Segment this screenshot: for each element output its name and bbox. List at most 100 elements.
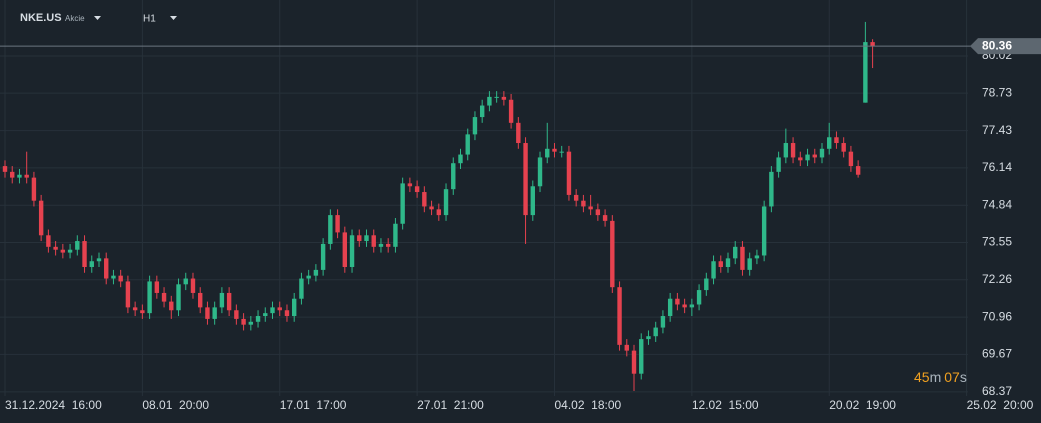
candle-body <box>819 148 825 158</box>
candle-body <box>198 292 203 308</box>
candle-body <box>328 215 333 244</box>
y-tick-label: 70.96 <box>982 309 1012 323</box>
candle-body <box>458 154 463 164</box>
candle-body <box>364 235 369 242</box>
candle-body <box>639 339 644 374</box>
overlay: NKE.US Akcie H1 45m 07s <box>20 12 967 385</box>
candle-body <box>487 96 492 106</box>
candle-body <box>299 278 304 299</box>
countdown: 45m 07s <box>914 369 967 385</box>
candle-body <box>747 258 752 270</box>
candle-body <box>501 96 507 100</box>
candle-body <box>169 301 174 311</box>
symbol[interactable]: NKE.US <box>20 12 62 24</box>
candle-body <box>407 183 413 187</box>
candles: 80.36 <box>0 21 1041 391</box>
candle-body <box>89 261 94 268</box>
candle-body <box>414 186 420 193</box>
y-tick-label: 68.37 <box>982 384 1012 398</box>
candle-body <box>255 316 261 322</box>
candle-body <box>292 298 297 317</box>
dropdown-caret[interactable] <box>170 16 177 20</box>
candle-body <box>660 316 666 328</box>
y-tick-label: 69.67 <box>982 347 1012 361</box>
candle-body <box>2 166 8 172</box>
candle-body <box>371 235 376 247</box>
candle-body <box>393 223 398 247</box>
grid: 68.37 69.67 70.96 72.26 73.55 74.84 76.14 77.43… <box>0 0 1034 412</box>
candle-body <box>704 278 709 291</box>
candle-body <box>10 171 15 178</box>
candle-body <box>234 310 239 319</box>
candle-body <box>132 307 138 311</box>
candle-body <box>827 137 832 149</box>
candle-body <box>263 313 268 317</box>
candle-body <box>451 163 456 190</box>
candle-body <box>725 258 731 268</box>
candle-body <box>472 117 478 135</box>
y-tick-label: 77.43 <box>982 123 1012 137</box>
instrument-type: Akcie <box>65 14 85 23</box>
dropdown-caret[interactable] <box>94 16 101 20</box>
candle-body <box>689 304 695 308</box>
x-tick-label: 27.01 21:00 <box>417 398 484 412</box>
candle-body <box>313 269 319 276</box>
candle-body <box>82 241 87 268</box>
candle-body <box>125 281 131 308</box>
candle-body <box>776 157 781 172</box>
candle-body <box>494 96 499 98</box>
candle-body <box>516 122 521 144</box>
candle-body <box>17 174 22 178</box>
candle-body <box>118 275 123 282</box>
candle-body <box>798 157 803 161</box>
countdown-minutes: 45 <box>914 369 930 385</box>
candle-body <box>38 200 44 236</box>
candle-body <box>812 154 817 158</box>
candle-body <box>60 249 66 253</box>
candle-body <box>335 215 340 233</box>
candle-body <box>75 241 80 250</box>
candle-body <box>805 154 810 161</box>
candle-body <box>357 235 362 242</box>
candle-body <box>219 292 225 308</box>
candle-body <box>111 275 116 279</box>
interval[interactable]: H1 <box>143 14 156 25</box>
candle-body <box>667 298 673 317</box>
candle-body <box>436 209 441 216</box>
candle-body <box>617 287 622 345</box>
y-tick-label: 78.73 <box>982 85 1012 99</box>
candle-body <box>595 209 601 216</box>
y-tick-label: 72.26 <box>982 272 1012 286</box>
countdown-unit: m <box>930 369 942 385</box>
candle-body <box>320 243 326 270</box>
candle-body <box>140 310 145 314</box>
candle-body <box>841 143 846 152</box>
candle-body <box>226 292 232 311</box>
candle-body <box>31 177 37 201</box>
candle-body <box>212 307 217 319</box>
candle-body <box>855 166 861 175</box>
candle-body <box>46 235 51 247</box>
current-price-tag <box>970 38 1041 55</box>
candle-body <box>848 151 854 167</box>
candle-body <box>711 261 716 279</box>
candle-body <box>790 143 796 158</box>
x-tick-label: 08.01 20:00 <box>142 398 209 412</box>
candle-body <box>581 200 586 207</box>
candle-body <box>306 275 311 279</box>
candle-body <box>277 307 282 311</box>
candle-body <box>566 151 572 195</box>
candle-body <box>465 134 470 155</box>
candle-body <box>653 327 658 337</box>
x-tick-label: 20.02 19:00 <box>829 398 896 412</box>
y-tick-label: 76.14 <box>982 160 1012 174</box>
x-tick-label: 31.12.2024 16:00 <box>5 398 102 412</box>
candle-body <box>761 206 767 256</box>
candle-body <box>754 255 760 259</box>
candle-body <box>241 318 246 325</box>
candle-body <box>284 310 290 317</box>
candle-body <box>400 183 405 224</box>
candle-body <box>602 215 608 221</box>
candle-body <box>53 246 58 250</box>
